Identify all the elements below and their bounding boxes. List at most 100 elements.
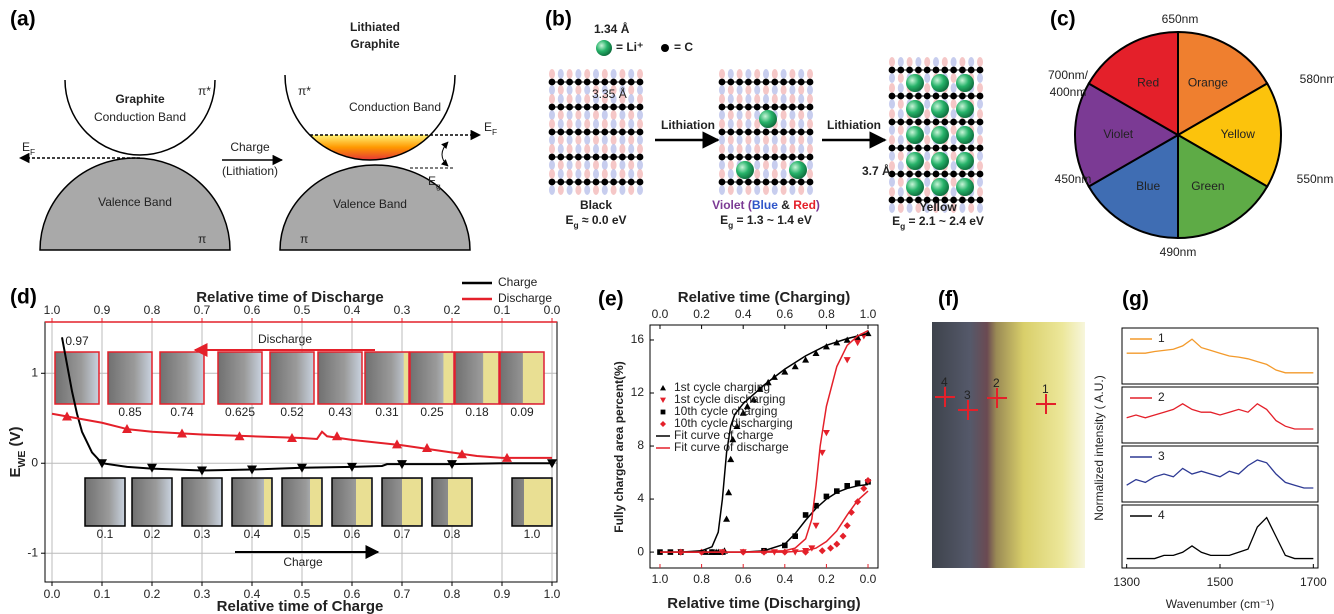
snapshot <box>317 351 363 405</box>
carbon <box>771 78 779 86</box>
pi-orbital <box>557 85 564 95</box>
carbon <box>950 92 957 100</box>
pi-orbital <box>727 85 734 95</box>
li-atom <box>956 100 974 118</box>
pi-orbital <box>906 203 913 213</box>
pi-star: π* <box>298 84 311 98</box>
carbon <box>906 118 913 126</box>
x2-tick-label: 0.5 <box>294 303 311 317</box>
pi-orbital <box>628 169 635 179</box>
li-atom <box>931 126 949 144</box>
pi-orbital <box>977 203 983 213</box>
carbon <box>566 178 573 186</box>
snapshot-label: 0.18 <box>465 405 489 419</box>
carbon <box>636 78 644 86</box>
carbon <box>976 144 984 152</box>
point-label: 1 <box>1042 382 1049 396</box>
carbon <box>915 196 922 204</box>
data-point <box>750 396 758 403</box>
pi-orbital <box>950 73 957 83</box>
color-sector <box>1074 82 1180 188</box>
x2-tick-label: 0.6 <box>776 307 793 321</box>
pi-orbital <box>977 187 983 197</box>
carbon <box>718 103 726 111</box>
carbon <box>727 178 735 186</box>
carbon <box>932 92 940 100</box>
pi-orbital <box>754 110 761 120</box>
carbon <box>941 144 949 152</box>
pi-orbital <box>889 125 895 135</box>
pi-orbital <box>763 94 769 104</box>
li-atom <box>906 152 924 170</box>
carbon <box>967 92 975 100</box>
pi-orbital <box>897 99 904 109</box>
snapshot-label: 0.74 <box>170 405 194 419</box>
carbon <box>780 178 787 186</box>
pi-orbital <box>924 99 931 109</box>
spectrum <box>1126 402 1314 430</box>
legend-label: Fit curve of charge <box>674 428 774 442</box>
pi-orbital <box>557 160 564 170</box>
li-atom <box>931 152 949 170</box>
carbon <box>636 103 644 111</box>
carbon <box>753 128 761 136</box>
x-tick-label: 0.2 <box>818 572 835 586</box>
pi-orbital <box>798 85 805 95</box>
pi-orbital <box>637 144 643 154</box>
pi-orbital <box>601 119 608 129</box>
x2-tick-label: 1.0 <box>44 303 61 317</box>
carbon <box>592 153 600 161</box>
pi-orbital <box>719 69 725 79</box>
data-point <box>739 409 747 416</box>
pi-orbital <box>807 135 813 145</box>
carbon <box>976 66 984 74</box>
pi-orbital <box>789 144 796 154</box>
data-point <box>812 349 820 357</box>
pi-orbital <box>736 135 743 145</box>
conduction-band <box>284 74 456 161</box>
li-atom <box>906 178 924 196</box>
carbon <box>923 144 931 152</box>
data-line <box>61 337 552 472</box>
panel-b-arrows <box>655 44 887 149</box>
pi-orbital <box>754 85 761 95</box>
pi-orbital <box>771 94 778 104</box>
pi-orbital <box>771 185 778 195</box>
stage-gap-part: E <box>565 213 573 227</box>
pi-orbital <box>610 94 617 104</box>
x2-tick-label: 0.7 <box>194 303 211 317</box>
stage-color-part: Red <box>793 198 816 212</box>
carbon <box>806 103 814 111</box>
snapshot <box>217 351 263 405</box>
carbon <box>718 153 726 161</box>
carbon <box>575 103 582 111</box>
fermi-label: EF <box>484 120 497 137</box>
stage-gap-part: ≈ 0.0 eV <box>579 213 627 227</box>
carbon <box>967 170 975 178</box>
pi-orbital <box>763 160 769 170</box>
pi-orbital <box>736 110 743 120</box>
carbon <box>557 78 565 86</box>
legend-label: 1 <box>1158 331 1165 345</box>
pi-orbital <box>897 203 904 213</box>
x-tick-label: 0.1 <box>94 587 111 601</box>
carbon <box>906 66 913 74</box>
pi-orbital <box>584 119 591 129</box>
pi-orbital <box>977 109 983 119</box>
li-atom <box>906 74 924 92</box>
pi-orbital <box>637 119 643 129</box>
snapshot-label: 0.3 <box>194 527 211 541</box>
pi-orbital <box>950 125 957 135</box>
axis-title: Relative time (Charging) <box>678 289 851 306</box>
pi-orbital <box>789 69 796 79</box>
pi-orbital <box>575 169 582 179</box>
pi-orbital <box>719 135 725 145</box>
panel-label: (e) <box>598 288 624 311</box>
carbon <box>575 78 582 86</box>
snapshot <box>269 351 315 405</box>
legend-swatch <box>660 409 666 415</box>
pi-orbital <box>807 85 813 95</box>
panel-label: (b) <box>545 8 572 31</box>
carbon <box>610 78 617 86</box>
pi-orbital <box>593 144 599 154</box>
